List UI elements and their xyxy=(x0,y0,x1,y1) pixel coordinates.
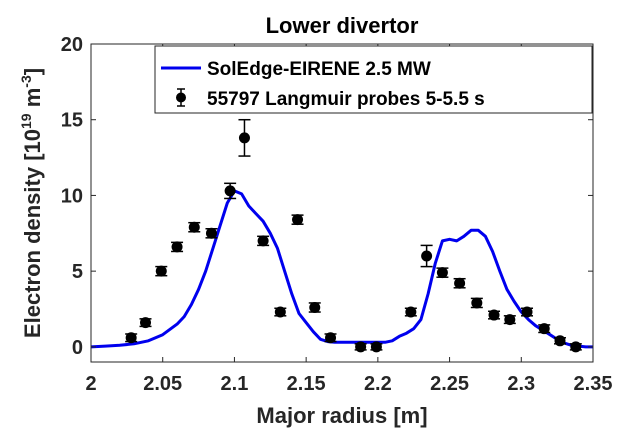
data-point-10 xyxy=(291,214,304,226)
marker-6 xyxy=(224,185,236,197)
chart-title: Lower divertor xyxy=(266,13,419,38)
marker-24 xyxy=(554,335,566,347)
data-point-24 xyxy=(554,335,567,347)
marker-14 xyxy=(370,341,382,353)
marker-9 xyxy=(274,306,286,318)
marker-23 xyxy=(538,323,550,335)
data-point-9 xyxy=(274,306,287,318)
y-axis-title-mid: m xyxy=(20,88,45,114)
data-point-2 xyxy=(155,265,168,277)
x-tick-label-1: 2.05 xyxy=(143,373,182,395)
marker-7 xyxy=(238,132,250,144)
data-point-8 xyxy=(257,235,270,247)
data-point-23 xyxy=(538,323,551,335)
x-axis-title: Major radius [m] xyxy=(256,403,427,428)
marker-13 xyxy=(355,341,367,353)
legend-label-probes: 55797 Langmuir probes 5-5.5 s xyxy=(207,89,485,110)
x-tick-label-7: 2.35 xyxy=(574,373,613,395)
marker-4 xyxy=(188,221,200,233)
marker-22 xyxy=(521,306,533,318)
y-axis-title-prefix: Electron density [10 xyxy=(20,129,45,338)
x-tick-label-6: 2.3 xyxy=(507,373,535,395)
legend-box xyxy=(154,45,593,114)
marker-11 xyxy=(309,301,321,313)
tick-labels: 2 2.05 2.1 2.15 2.2 2.25 2.3 2.35 0 5 10 15 20 xyxy=(61,34,613,395)
data-point-1 xyxy=(139,317,152,329)
series-line-soledge xyxy=(90,189,593,349)
legend: SolEdge-EIRENE 2.5 MW 55797 Langmuir pro… xyxy=(154,45,593,114)
data-point-25 xyxy=(569,341,582,353)
data-point-21 xyxy=(503,314,516,326)
data-point-22 xyxy=(521,306,534,318)
y-axis-title-exp2: -3 xyxy=(18,75,34,88)
data-point-15 xyxy=(404,306,417,318)
y-tick-label-2: 10 xyxy=(61,185,83,207)
data-point-13 xyxy=(354,341,367,353)
marker-0 xyxy=(125,332,137,344)
data-point-6 xyxy=(224,182,237,200)
x-tick-label-4: 2.2 xyxy=(364,373,392,395)
data-point-14 xyxy=(370,341,383,353)
marker-1 xyxy=(140,317,152,329)
data-point-16 xyxy=(420,244,433,268)
marker-15 xyxy=(405,306,417,318)
data-point-12 xyxy=(324,332,337,344)
marker-5 xyxy=(205,227,217,239)
marks-layer xyxy=(90,118,593,353)
marker-17 xyxy=(436,267,448,279)
data-point-20 xyxy=(488,309,501,321)
y-tick-label-0: 0 xyxy=(72,337,83,359)
data-point-7 xyxy=(238,118,251,157)
marker-2 xyxy=(155,265,167,277)
axes-frame xyxy=(90,43,594,363)
data-point-4 xyxy=(188,221,201,233)
x-tick-label-5: 2.25 xyxy=(430,373,469,395)
y-axis-title-suffix: ] xyxy=(20,68,45,75)
y-tick-label-1: 5 xyxy=(72,261,83,283)
legend-label-model: SolEdge-EIRENE 2.5 MW xyxy=(207,59,431,80)
x-tick-label-2: 2.1 xyxy=(221,373,249,395)
data-point-5 xyxy=(205,227,218,239)
marker-18 xyxy=(454,277,466,289)
x-tick-label-0: 2 xyxy=(85,373,96,395)
y-tick-label-4: 20 xyxy=(61,34,83,56)
marker-20 xyxy=(488,309,500,321)
marker-10 xyxy=(292,214,304,226)
data-point-11 xyxy=(308,301,321,313)
marker-19 xyxy=(471,297,483,309)
marker-8 xyxy=(257,235,269,247)
marker-12 xyxy=(325,332,337,344)
y-tick-label-3: 15 xyxy=(61,110,83,132)
data-point-3 xyxy=(171,241,184,253)
legend-marker-swatch xyxy=(176,92,186,103)
marker-3 xyxy=(171,241,183,253)
marker-25 xyxy=(570,341,582,353)
x-tick-label-3: 2.15 xyxy=(287,373,326,395)
data-point-18 xyxy=(453,277,466,289)
y-axis-title-exp1: 19 xyxy=(18,113,34,129)
data-point-0 xyxy=(125,332,138,344)
data-point-19 xyxy=(470,297,483,309)
y-axis-title: Electron density [1019 m-3] xyxy=(18,68,45,338)
data-point-17 xyxy=(436,267,449,279)
marker-16 xyxy=(421,250,433,262)
marker-21 xyxy=(504,314,516,326)
